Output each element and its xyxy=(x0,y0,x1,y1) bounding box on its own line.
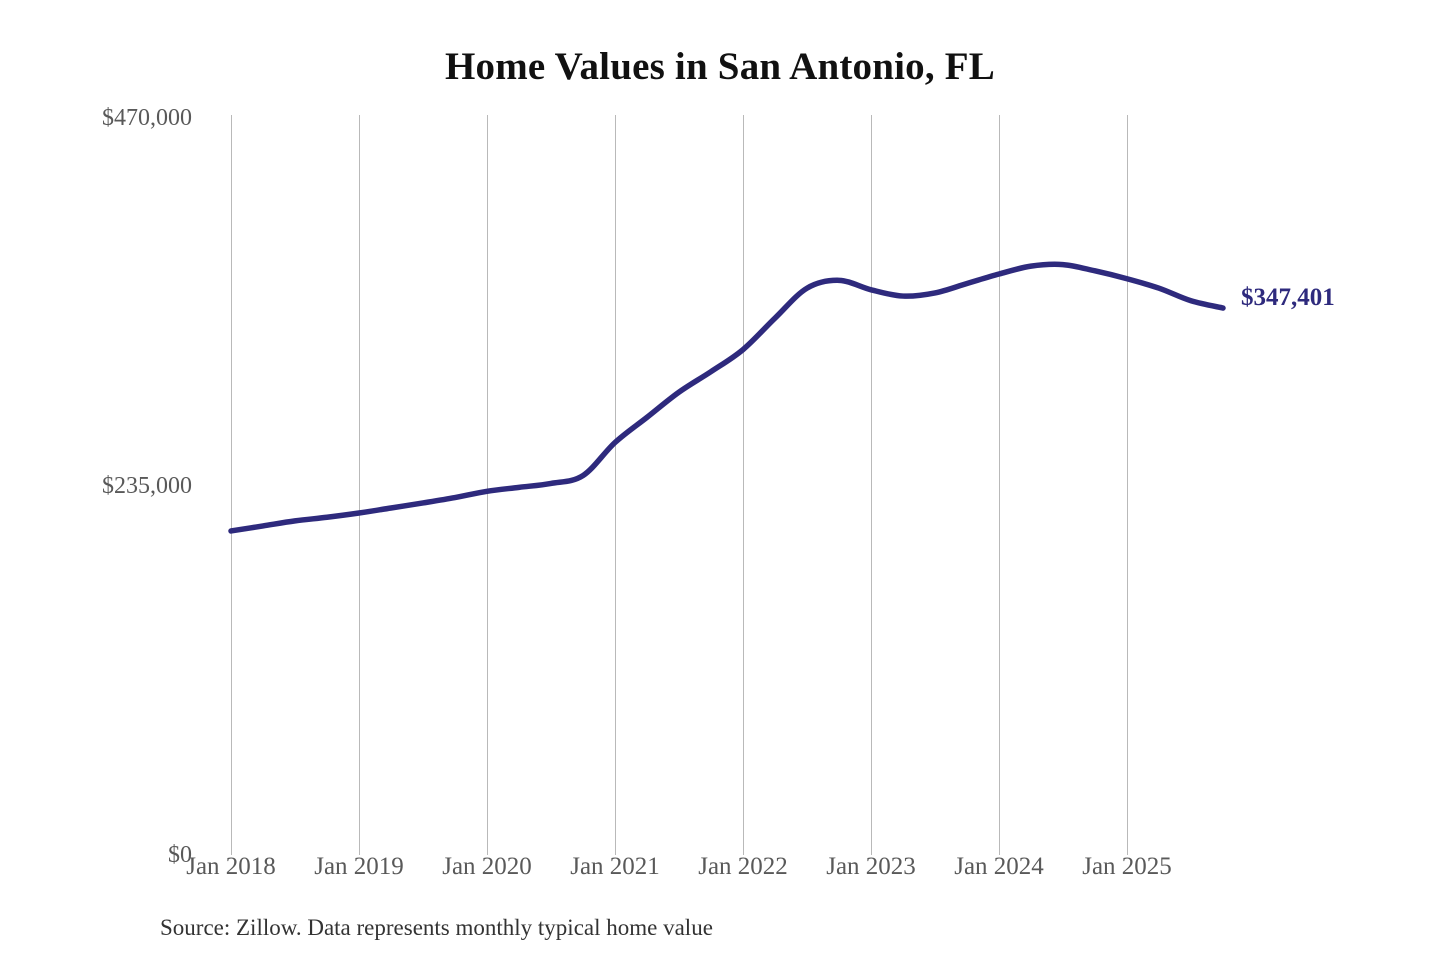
gridline-2020 xyxy=(487,115,488,855)
x-tick-label-2019: Jan 2019 xyxy=(314,853,404,880)
gridline-2023 xyxy=(871,115,872,855)
x-tick-label-2020: Jan 2020 xyxy=(442,853,532,880)
series-path-typical-home-value xyxy=(228,261,1226,534)
series-end-value-label: $347,401 xyxy=(1241,284,1335,312)
x-tick-label-2021: Jan 2021 xyxy=(570,853,660,880)
page-title: Home Values in San Antonio, FL xyxy=(445,45,995,88)
gridline-2024 xyxy=(999,115,1000,855)
x-tick-label-2018: Jan 2018 xyxy=(186,853,276,880)
y-tick-label-zero: $0 xyxy=(168,842,192,868)
gridline-2021 xyxy=(615,115,616,855)
gridline-2019 xyxy=(359,115,360,855)
source-note: Source: Zillow. Data represents monthly … xyxy=(160,915,713,940)
x-tick-label-2024: Jan 2024 xyxy=(954,853,1044,880)
gridline-2018 xyxy=(231,115,232,855)
x-tick-label-2025: Jan 2025 xyxy=(1082,853,1172,880)
y-tick-label-top: $470,000 xyxy=(102,105,192,131)
gridline-2025 xyxy=(1127,115,1128,855)
x-tick-label-2023: Jan 2023 xyxy=(826,853,916,880)
x-tick-label-2022: Jan 2022 xyxy=(698,853,788,880)
y-tick-label-mid: $235,000 xyxy=(102,473,192,499)
gridline-2022 xyxy=(743,115,744,855)
